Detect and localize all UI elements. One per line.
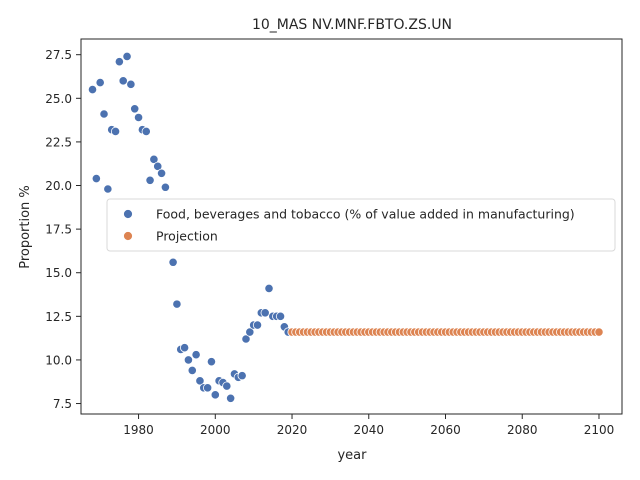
x-tick-label: 2080 [507,423,538,437]
y-tick-label: 25.0 [45,92,72,106]
data-point [149,154,159,164]
x-axis: 1980 2000 2020 2040 2060 2080 2100 [123,414,614,437]
plot-area [87,51,604,403]
legend-box [106,198,616,252]
data-point [241,334,251,344]
data-point [183,355,194,365]
x-tick-label: 2040 [353,423,384,437]
legend-marker-food [123,209,133,219]
plot-frame [80,38,623,415]
data-point [141,126,151,137]
y-tick-label: 7.5 [53,397,72,411]
legend-label-projection: Projection [156,229,218,244]
x-axis-title: year [337,448,367,463]
data-point [210,390,220,400]
legend-marker-projection [123,231,133,241]
data-point [222,381,232,391]
y-tick-label: 15.0 [45,266,72,280]
data-point [91,173,101,184]
x-tick-label: 2000 [200,423,231,437]
x-tick-label: 1980 [123,423,154,437]
data-point [187,365,197,375]
legend: Food, beverages and tobacco (% of value … [106,198,616,252]
data-point [145,175,155,185]
data-point [191,350,201,360]
data-point [99,109,109,119]
data-point [87,84,98,95]
data-point [126,79,136,89]
data-point [168,257,178,267]
y-tick-label: 10.0 [45,353,72,367]
data-point [252,320,263,330]
y-tick-label: 22.5 [45,135,72,149]
y-tick-label: 20.0 [45,179,72,193]
data-point [122,51,132,62]
x-tick-label: 2060 [430,423,461,437]
data-point [172,299,182,309]
data-point [153,161,163,171]
x-tick-label: 2100 [584,423,615,437]
data-point [206,357,217,367]
y-axis-title: Proportion % [18,185,33,269]
data-point [179,343,190,353]
data-point [95,78,105,88]
legend-label-food: Food, beverages and tobacco (% of value … [156,207,575,222]
data-point [118,76,128,86]
data-point [264,283,274,294]
data-point [245,327,255,337]
data-point [203,383,213,393]
data-point [260,308,270,318]
data-point [103,184,113,194]
y-tick-label: 17.5 [45,223,72,237]
data-point [130,104,140,114]
data-point [275,311,286,321]
data-point [237,371,247,381]
data-point [226,393,236,403]
y-tick-label: 12.5 [45,310,72,324]
data-point [195,376,205,386]
data-point [156,168,167,178]
projection-point [594,327,604,337]
data-point [110,126,121,137]
chart-title: 10_MAS NV.MNF.FBTO.ZS.UN [252,17,452,33]
y-tick-label: 27.5 [45,48,72,62]
data-point [160,182,171,192]
data-point [114,57,124,67]
data-point [133,112,144,123]
x-tick-label: 2020 [277,423,308,437]
y-axis: 7.5 10.0 12.5 15.0 17.5 20.0 22.5 25.0 27.5 [45,48,81,411]
